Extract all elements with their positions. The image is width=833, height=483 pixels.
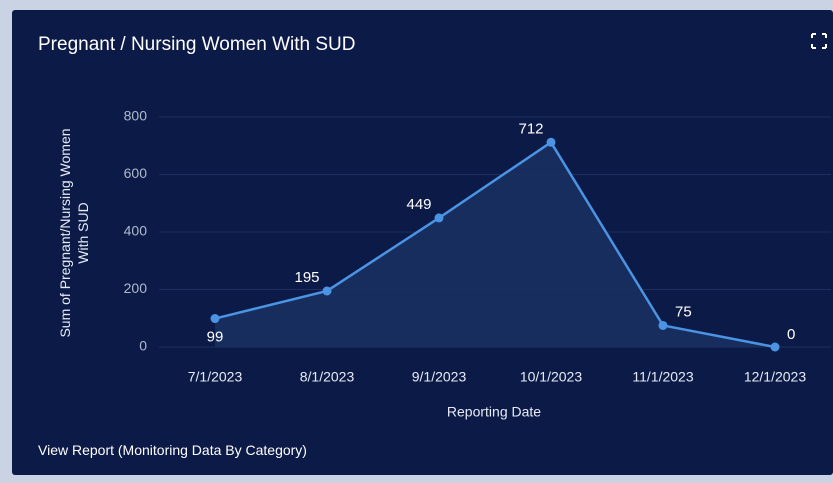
data-point [210, 314, 220, 324]
x-tick-label: 11/1/2023 [632, 369, 693, 385]
y-tick-label: 400 [124, 223, 148, 239]
area [215, 142, 775, 347]
data-label: 195 [294, 269, 319, 286]
data-point [546, 137, 556, 147]
y-tick-label: 800 [124, 108, 148, 124]
data-point [322, 286, 332, 296]
expand-icon[interactable] [811, 33, 827, 49]
data-label: 712 [518, 120, 543, 137]
chart-title: Pregnant / Nursing Women With SUD [38, 34, 356, 55]
x-axis-title: Reporting Date [447, 404, 541, 420]
y-tick-label: 600 [124, 165, 148, 181]
x-tick-label: 10/1/2023 [520, 369, 582, 385]
view-report-link[interactable]: View Report (Monitoring Data By Category… [38, 442, 307, 458]
data-point [658, 320, 668, 330]
x-tick-label: 12/1/2023 [744, 369, 806, 385]
data-point [434, 213, 444, 223]
data-label: 75 [675, 303, 692, 320]
x-tick-label: 7/1/2023 [188, 369, 243, 385]
y-axis-title: Sum of Pregnant/Nursing Women With SUD [57, 128, 91, 338]
y-tick-label: 0 [139, 338, 147, 354]
chart-card: Pregnant / Nursing Women With SUD Report… [12, 10, 833, 475]
y-tick-label: 200 [124, 280, 148, 296]
data-label: 99 [207, 329, 224, 346]
data-label: 449 [406, 196, 431, 213]
x-tick-label: 8/1/2023 [300, 369, 355, 385]
data-label: 0 [787, 326, 795, 343]
x-tick-label: 9/1/2023 [412, 369, 467, 385]
chart: Pregnant / Nursing Women With SUD Report… [38, 33, 831, 420]
line [214, 140, 776, 349]
data-point [770, 342, 780, 352]
